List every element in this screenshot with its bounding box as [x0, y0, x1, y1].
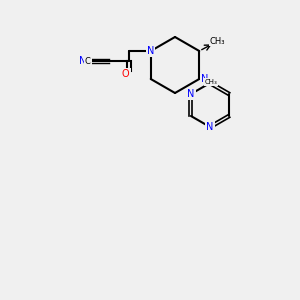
Text: O: O [122, 69, 130, 79]
Text: CH₃: CH₃ [209, 37, 225, 46]
Text: N: N [187, 89, 195, 99]
Text: N: N [201, 74, 208, 84]
Text: C: C [85, 56, 91, 65]
Text: N: N [206, 122, 214, 132]
Text: N: N [79, 56, 86, 66]
Text: CH₃: CH₃ [205, 79, 217, 85]
Text: N: N [147, 46, 154, 56]
